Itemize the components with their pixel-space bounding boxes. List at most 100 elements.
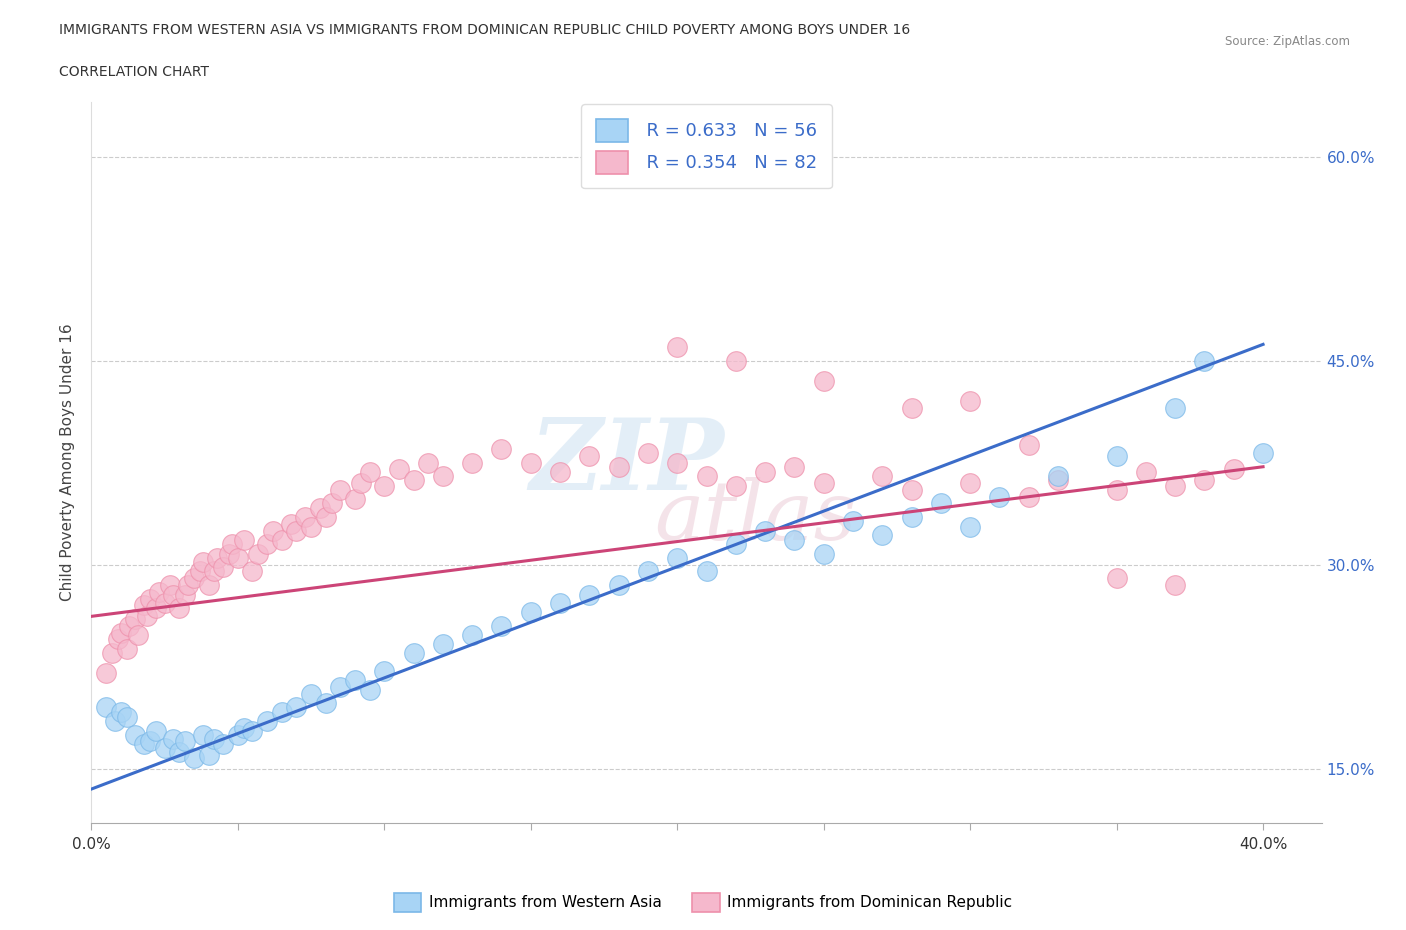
Point (285, 700, 308, 715)
Point (256, 713, 278, 728)
Point (162, 731, 184, 746)
Point (491, 442, 513, 457)
Point (226, 551, 249, 565)
Point (212, 560, 235, 575)
Y-axis label: Child Poverty Among Boys Under 16: Child Poverty Among Boys Under 16 (60, 324, 76, 602)
Point (107, 632, 129, 647)
Point (174, 734, 197, 749)
Point (242, 564, 264, 578)
Point (226, 727, 249, 742)
Point (418, 456, 440, 471)
Point (900, 510, 922, 525)
Legend:   R = 0.633   N = 56,   R = 0.354   N = 82: R = 0.633 N = 56, R = 0.354 N = 82 (581, 104, 832, 189)
Point (270, 704, 292, 719)
Point (247, 546, 270, 561)
Point (343, 492, 366, 507)
Point (373, 478, 395, 493)
Point (299, 519, 322, 534)
Point (578, 587, 600, 602)
Point (136, 609, 159, 624)
Point (1251, 445, 1274, 460)
Point (202, 731, 225, 746)
Point (724, 537, 747, 551)
Point (637, 564, 659, 578)
Point (343, 672, 366, 687)
Point (754, 465, 776, 480)
Point (197, 748, 219, 763)
Point (177, 578, 200, 592)
Point (461, 628, 484, 643)
Point (110, 625, 132, 640)
Text: Source: ZipAtlas.com: Source: ZipAtlas.com (1225, 35, 1350, 48)
Point (197, 578, 219, 592)
Point (870, 469, 894, 484)
Point (270, 533, 292, 548)
Point (491, 618, 513, 633)
Point (212, 737, 235, 751)
Point (695, 564, 717, 578)
Point (285, 524, 308, 538)
Point (132, 598, 155, 613)
Point (242, 724, 264, 738)
Point (115, 710, 138, 724)
Point (754, 524, 776, 538)
Point (1164, 478, 1187, 493)
Point (402, 645, 425, 660)
Point (578, 448, 600, 463)
Point (145, 601, 167, 616)
Point (329, 680, 352, 695)
Point (900, 483, 922, 498)
Point (813, 475, 835, 490)
Point (959, 394, 981, 409)
Point (1018, 437, 1040, 452)
Point (350, 475, 373, 490)
Point (221, 537, 243, 551)
Point (402, 473, 425, 488)
Point (124, 727, 146, 742)
Point (842, 513, 865, 528)
Point (321, 496, 343, 511)
Point (548, 595, 571, 610)
Point (548, 465, 571, 480)
Point (101, 645, 124, 660)
Point (115, 642, 138, 657)
Point (783, 459, 806, 474)
Point (607, 578, 630, 592)
Legend: Immigrants from Western Asia, Immigrants from Dominican Republic: Immigrants from Western Asia, Immigrants… (388, 887, 1018, 918)
Point (202, 564, 225, 578)
Text: atlas: atlas (655, 477, 856, 557)
Point (666, 551, 689, 565)
Point (1164, 401, 1187, 416)
Point (118, 618, 141, 633)
Point (174, 587, 197, 602)
Point (139, 591, 162, 606)
Point (1164, 578, 1187, 592)
Point (724, 478, 747, 493)
Point (232, 721, 254, 736)
Point (373, 663, 395, 678)
Point (1105, 448, 1128, 463)
Point (315, 696, 337, 711)
Point (388, 462, 411, 477)
Point (299, 686, 322, 701)
Point (519, 604, 541, 619)
Point (153, 595, 176, 610)
Point (1105, 571, 1128, 586)
Point (1046, 473, 1069, 488)
Point (132, 737, 155, 751)
Point (329, 483, 352, 498)
Point (813, 546, 835, 561)
Point (1222, 462, 1246, 477)
Point (461, 456, 484, 471)
Point (280, 516, 302, 531)
Point (1046, 469, 1069, 484)
Point (1135, 465, 1157, 480)
Point (183, 571, 205, 586)
Point (607, 459, 630, 474)
Point (519, 456, 541, 471)
Point (294, 510, 316, 525)
Point (1194, 473, 1216, 488)
Point (988, 489, 1011, 504)
Point (959, 519, 981, 534)
Point (308, 500, 332, 515)
